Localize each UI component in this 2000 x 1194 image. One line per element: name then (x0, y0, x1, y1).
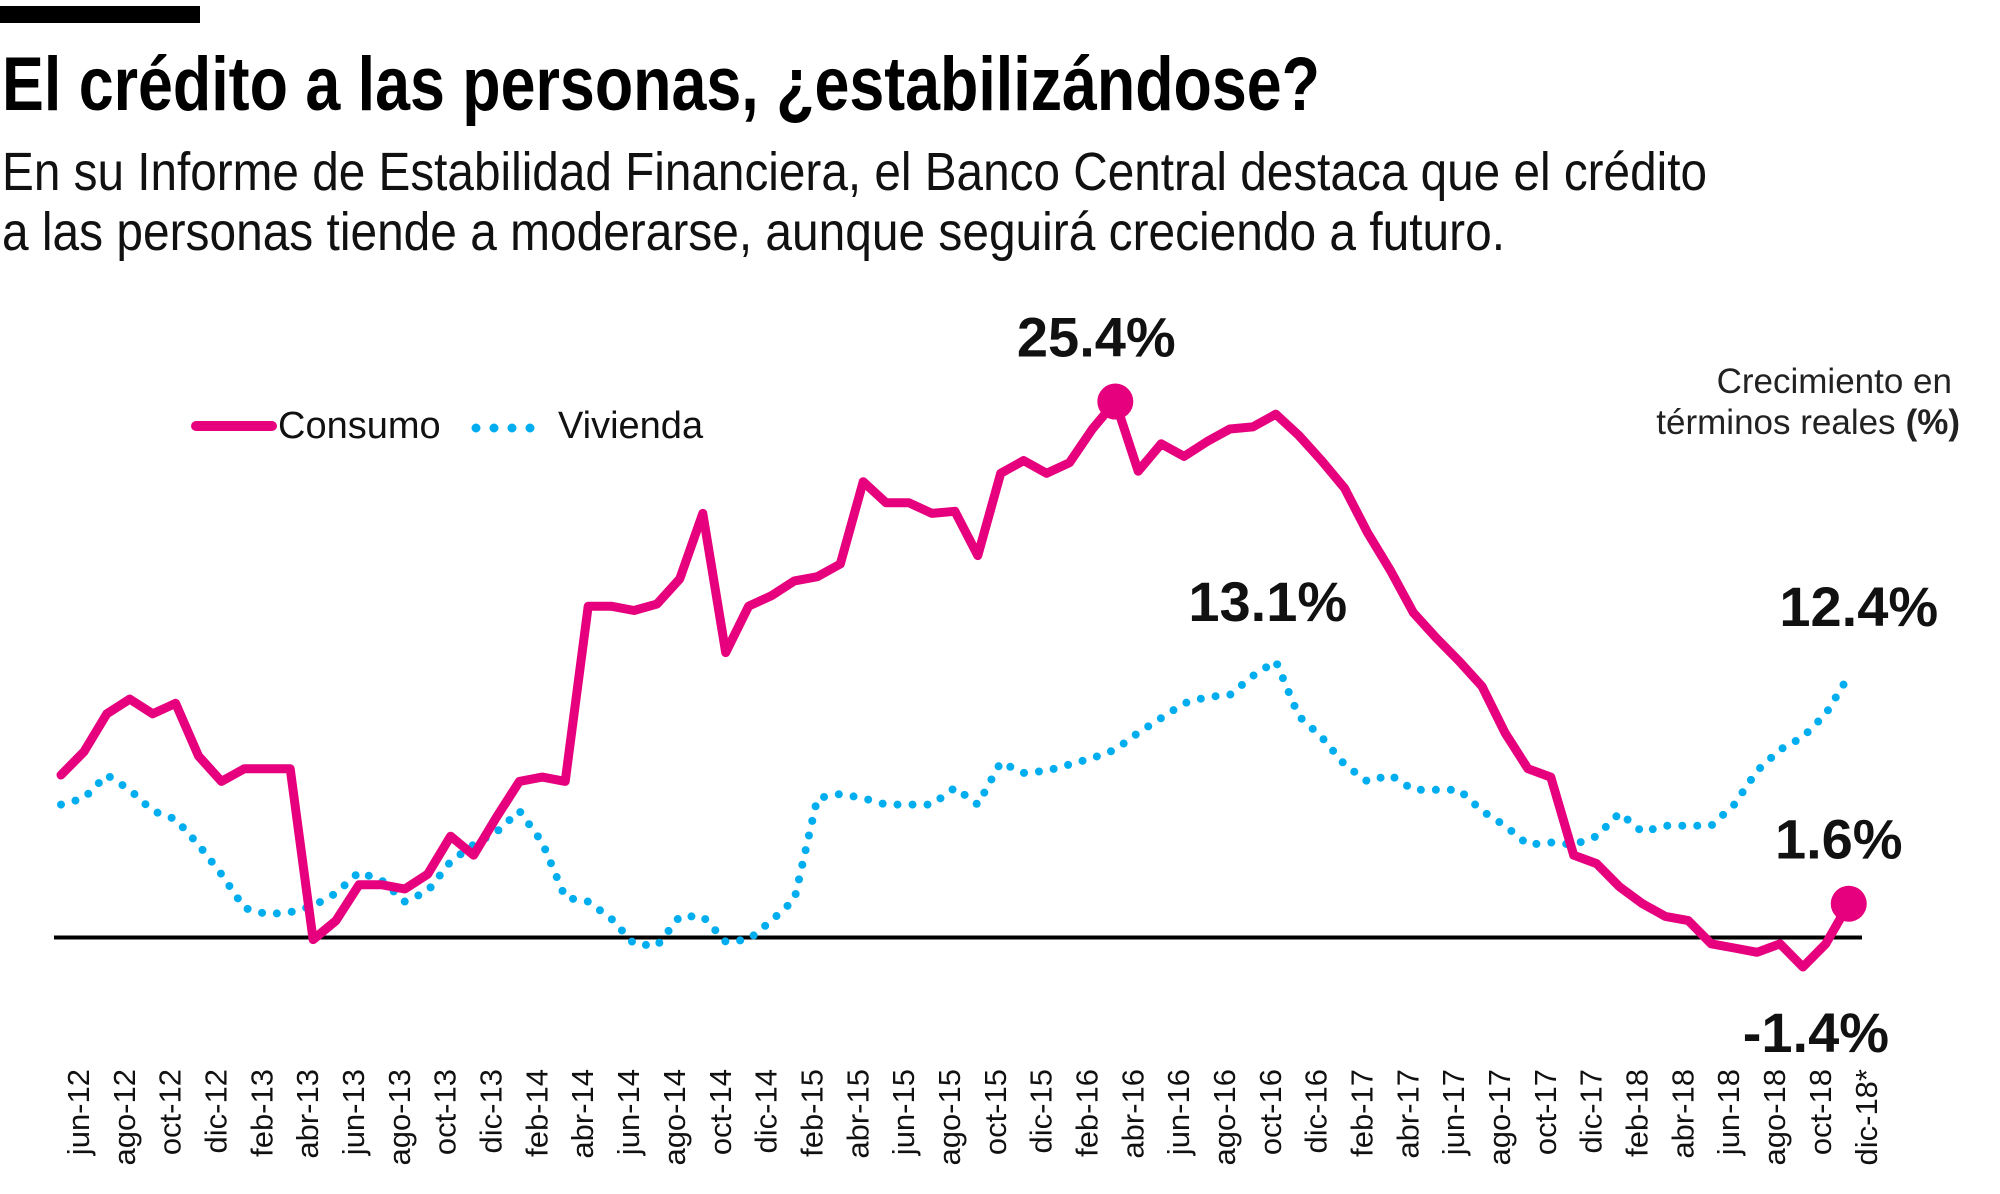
x-tick-label: feb-15 (794, 1069, 829, 1157)
x-tick-label: feb-14 (519, 1069, 554, 1157)
chart-title: El crédito a las personas, ¿estabilizánd… (2, 42, 1320, 127)
x-tick-label: oct-18 (1803, 1069, 1838, 1155)
chart-subtitle-line1: En su Informe de Estabilidad Financiera,… (2, 142, 1707, 202)
series-line-vivienda (57, 657, 1853, 950)
chart-subtitle-line2: a las personas tiende a moderarse, aunqu… (2, 202, 1505, 262)
x-tick-label: oct-13 (428, 1069, 463, 1155)
x-tick-label: jun-17 (1436, 1069, 1471, 1156)
x-tick-label: ago-15 (932, 1069, 967, 1166)
y-note-line1: Crecimiento en (1717, 362, 1952, 401)
data-label: 12.4% (1779, 575, 1938, 638)
x-tick-label: abr-15 (840, 1069, 875, 1159)
x-tick-label: ago-17 (1482, 1069, 1517, 1166)
x-tick-label: abr-13 (290, 1069, 325, 1159)
x-axis-ticks: jun-12 ago-12 oct-12 dic-12 feb-13 abr-13 jun-… (61, 1069, 1884, 1166)
legend-label-vivienda: Vivienda (558, 405, 704, 447)
x-tick-label: dic-16 (1299, 1069, 1334, 1153)
data-label: 25.4% (1017, 306, 1176, 369)
y-note-text: términos reales (1656, 403, 1895, 442)
y-note-unit: (%) (1906, 403, 1960, 442)
x-tick-label: abr-17 (1390, 1069, 1425, 1159)
x-tick-label: oct-14 (703, 1069, 738, 1155)
x-tick-label: abr-16 (1115, 1069, 1150, 1159)
highlight-point (1830, 885, 1867, 922)
x-tick-label: abr-14 (565, 1069, 600, 1159)
x-tick-label: jun-14 (611, 1069, 646, 1156)
x-tick-label: ago-16 (1207, 1069, 1242, 1166)
x-tick-label: feb-18 (1620, 1069, 1655, 1157)
legend: Consumo Vivienda (191, 405, 704, 447)
x-tick-label: feb-13 (244, 1069, 279, 1157)
annotations: 25.4% 13.1% 12.4% 1.6% -1.4% (1017, 306, 1938, 1064)
x-tick-label: dic-18* (1849, 1069, 1884, 1166)
data-label: -1.4% (1743, 1001, 1889, 1064)
x-tick-label: ago-14 (657, 1069, 692, 1166)
x-tick-label: dic-14 (749, 1069, 784, 1153)
y-note-line2: términos reales (%) (1656, 403, 1960, 442)
highlight-point (1097, 383, 1134, 420)
x-tick-label: dic-15 (1024, 1069, 1059, 1153)
x-tick-label: oct-16 (1253, 1069, 1288, 1155)
x-tick-label: dic-12 (199, 1069, 234, 1153)
data-label: 1.6% (1775, 808, 1903, 871)
series-layer (56, 397, 1854, 972)
legend-label-consumo: Consumo (278, 405, 441, 447)
x-tick-label: ago-12 (107, 1069, 142, 1166)
x-tick-label: dic-17 (1574, 1069, 1609, 1153)
x-tick-label: oct-17 (1528, 1069, 1563, 1155)
x-tick-label: ago-18 (1757, 1069, 1792, 1166)
x-tick-label: jun-18 (1711, 1069, 1746, 1156)
title-accent-bar (0, 6, 200, 23)
y-axis-note: Crecimiento en términos reales (%) (1656, 362, 1960, 442)
x-tick-label: abr-18 (1665, 1069, 1700, 1159)
series-line-consumo (56, 397, 1854, 972)
x-tick-label: oct-15 (978, 1069, 1013, 1155)
x-tick-label: jun-15 (886, 1069, 921, 1156)
data-label: 13.1% (1188, 570, 1347, 633)
x-tick-label: dic-13 (474, 1069, 509, 1153)
x-tick-label: ago-13 (382, 1069, 417, 1166)
x-tick-label: feb-17 (1345, 1069, 1380, 1157)
x-tick-label: jun-16 (1161, 1069, 1196, 1156)
x-tick-label: jun-12 (61, 1069, 96, 1156)
x-tick-label: feb-16 (1069, 1069, 1104, 1157)
x-tick-label: jun-13 (336, 1069, 371, 1156)
x-tick-label: oct-12 (153, 1069, 188, 1155)
